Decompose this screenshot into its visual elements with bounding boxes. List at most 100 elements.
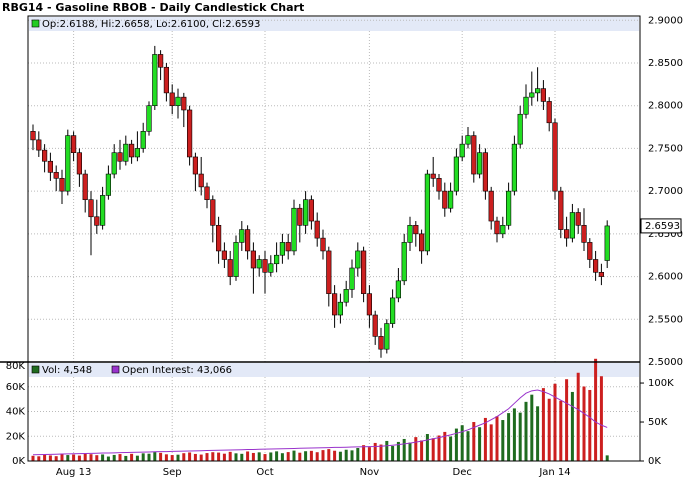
candle-body [511,143,517,192]
legend-text: Op:2.6188, Hi:2.6658, Lo:2.6100, Cl:2.65… [42,19,260,30]
candle-body [30,131,36,141]
candle-body [59,178,65,192]
volume-bar [43,454,47,461]
candle-body [146,105,152,132]
legend-swatch [111,365,120,374]
volume-bar [188,452,192,461]
volume-bar [54,456,58,461]
candle-body [540,88,546,102]
volume-bar [60,453,64,461]
candle-body [181,96,187,111]
candle-body [465,135,471,145]
candle-body [372,314,378,337]
candle-body [233,242,239,277]
volume-bar [576,372,580,461]
volume-bar [582,386,586,461]
legend-swatch [31,365,40,374]
candle-body [488,190,494,222]
volume-bar [135,455,139,461]
candle-body [100,195,106,226]
candle-body [523,96,529,115]
candle-body [117,152,123,162]
volume-bar [31,455,35,461]
volume-bar [501,420,505,461]
candle-body [378,336,384,350]
candle-body [552,122,558,192]
candle-body [349,267,355,290]
candle-body [320,237,326,252]
candle-body [123,143,129,162]
volume-bar [460,425,464,461]
volume-bar [66,455,70,461]
volume-bar [199,454,203,461]
volume-bar [524,401,528,461]
candle-body [273,254,280,265]
volume-bar [547,398,551,461]
last-price-box [640,218,682,234]
volume-bar [159,452,163,461]
volume-bar [553,383,557,461]
candle-body [389,297,396,324]
candle-body [384,323,390,350]
volume-bar [321,450,325,461]
last-price-label: 2.6593 [645,221,680,232]
candle-body [505,190,512,226]
candle-body [587,242,593,260]
volume-bar [362,445,366,461]
candle-body [163,66,170,94]
volume-bar [246,451,250,461]
candle-body [517,113,523,145]
y-tick-label: 2.7000 [648,186,683,197]
volume-bar [257,452,261,461]
y-tick-label: 2.8000 [648,101,683,112]
volume-bar [95,455,99,461]
volume-bar [176,454,180,461]
y2-tick-label: 0K [648,456,661,467]
candle-body [575,212,581,226]
candle-body [187,109,193,158]
candle-body [430,173,436,179]
y2-tick-label: 50K [648,417,668,428]
candle-body [581,225,587,243]
candle-body [308,199,315,222]
volume-bar [420,440,424,461]
volume-bar [48,455,52,461]
volume-bar [240,453,244,461]
y-tick-label: 60K [6,382,26,393]
y-tick-label: 20K [6,431,26,442]
candle-body [558,190,564,230]
candle-body [424,173,431,252]
volume-bar [286,452,290,461]
candle-body [210,199,216,226]
volume-bar [483,417,487,461]
volume-bar [164,454,168,461]
candle-body [453,156,460,192]
volume-bar [570,391,574,461]
volume-bar [449,436,453,461]
candle-body [413,225,419,235]
volume-bar [193,453,197,461]
volume-bar [478,427,482,461]
y-tick-label: 80K [6,361,26,372]
volume-bar [391,446,395,461]
candle-body [343,289,349,303]
x-tick-label: Jan 14 [538,467,570,478]
volume-bar [106,456,110,461]
volume-bar [280,453,284,461]
candle-body [598,271,604,277]
volume-bar [130,453,134,461]
volume-bar [512,408,516,461]
volume-bar [443,431,447,461]
open-interest-line [32,389,608,456]
candle-body [482,152,489,192]
volume-bar [588,389,592,461]
candle-body [436,178,442,192]
candle-body [337,301,344,316]
volume-bar [315,452,319,461]
x-tick-label: Dec [453,467,472,478]
candle-body [134,148,141,158]
y-tick-label: 2.6000 [648,272,683,283]
volume-bar [275,451,279,461]
volume-bar [37,456,41,461]
volume-bar [234,453,238,461]
